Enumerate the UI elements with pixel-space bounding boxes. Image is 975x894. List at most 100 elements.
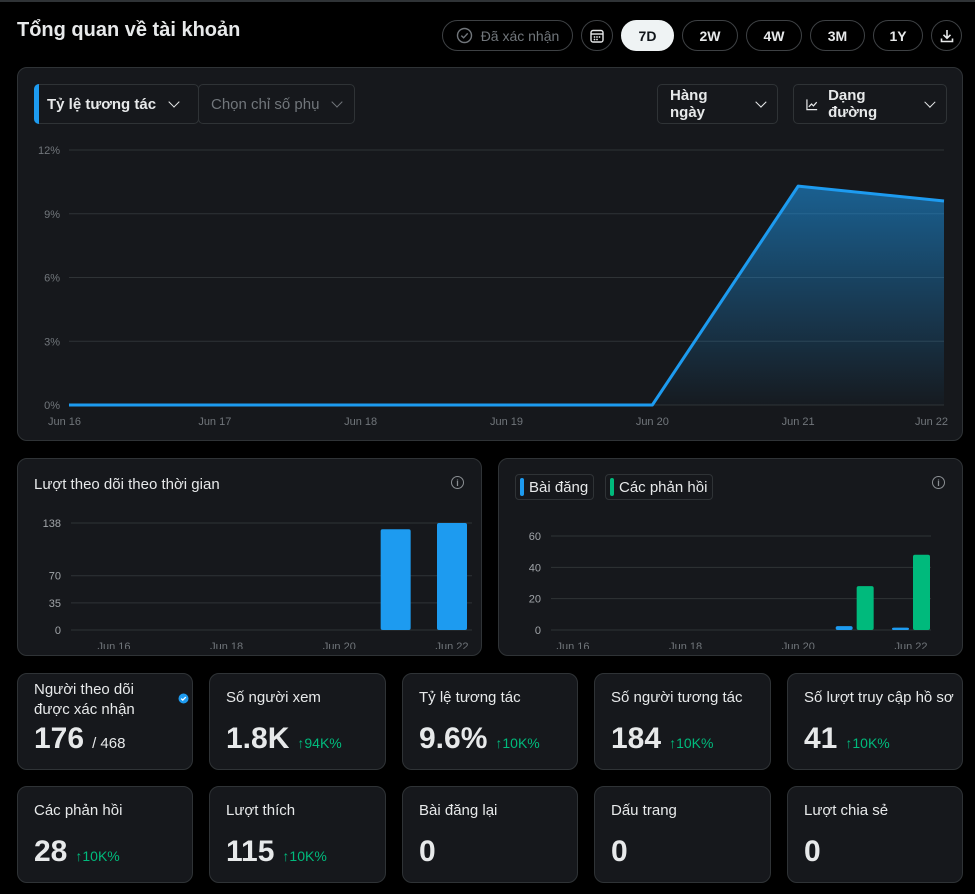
y-tick-label: 0 [535,625,541,637]
y-tick-label: 3% [44,336,60,348]
verified-filter-label: Đã xác nhận [480,27,560,44]
stat-value: 41 [804,722,838,755]
range-1y-button[interactable]: 1Y [873,20,923,51]
secondary-metric-label: Chọn chỉ số phụ [211,95,320,113]
metric-color-marker [34,84,39,124]
bar [437,523,467,630]
legend-swatch-posts [520,478,524,496]
y-tick-label: 0 [55,625,61,637]
stat-card-shares: Lượt chia sẻ 0 [787,786,963,883]
stat-change: ↑94K% [297,735,342,751]
top-divider [0,0,975,2]
stat-label: Người theo dõi được xác nhận [34,681,135,718]
stat-card-likes: Lượt thích 115 ↑10K% [209,786,386,883]
x-tick-label: Jun 20 [636,416,669,428]
verified-badge-icon [178,693,189,704]
bar [892,627,909,630]
chart-type-dropdown[interactable]: Dạng đường [793,84,947,124]
x-tick-label: Jun 16 [556,641,589,649]
calendar-button[interactable] [581,20,613,51]
info-icon[interactable]: i [451,476,464,489]
range-2w-button[interactable]: 2W [682,20,738,51]
bar [380,529,411,630]
range-4w-button[interactable]: 4W [746,20,802,51]
stat-value: 0 [611,835,628,868]
y-tick-label: 12% [38,145,60,157]
page-title: Tổng quan về tài khoản [17,19,241,41]
stat-card-verified-followers: Người theo dõi được xác nhận 176 / 468 [17,673,193,770]
y-tick-label: 0% [44,400,60,412]
stat-value-row: 41 ↑10K% [804,722,890,756]
stat-value-row: 9.6% ↑10K% [419,722,540,756]
x-tick-label: Jun 18 [210,641,243,649]
verified-filter-button[interactable]: Đã xác nhận [442,20,573,51]
stat-value-row: 176 / 468 [34,722,125,756]
stat-label: Tỷ lệ tương tác [419,689,521,706]
info-icon[interactable]: i [932,476,945,489]
stat-label: Dấu trang [611,802,677,819]
legend-posts[interactable]: Bài đăng [515,474,595,500]
y-tick-label: 20 [529,594,541,606]
bar [835,626,853,630]
stat-value: 1.8K [226,722,290,755]
y-tick-label: 35 [49,598,61,610]
stat-change: ↑10K% [75,848,120,864]
interval-label: Hàng ngày [670,87,708,121]
followers-chart-title: Lượt theo dõi theo thời gian [34,476,220,493]
range-7d-button[interactable]: 7D [621,20,674,51]
posts-replies-bar-chart: 0 20 40 60 Jun 16 Jun 18 Jun 20 Jun 22 [529,531,931,649]
stat-card-profile-visits: Số lượt truy cập hồ sơ 41 ↑10K% [787,673,963,770]
stat-sub: / 468 [92,735,126,752]
x-tick-label: Jun 16 [97,641,130,649]
engagement-chart-card: Tỷ lệ tương tác Chọn chỉ số phụ Hàng ngà… [17,67,963,441]
stat-label: Các phản hồi [34,802,123,819]
stat-value-row: 115 ↑10K% [226,835,327,869]
legend-label-replies: Các phản hồi [619,478,708,496]
bar [856,586,874,630]
x-tick-label: Jun 22 [894,641,927,649]
y-tick-label: 6% [44,273,60,285]
chevron-down-icon [168,96,180,108]
area-fill [69,186,944,405]
interval-dropdown[interactable]: Hàng ngày [657,84,778,124]
x-tick-label: Jun 20 [323,641,356,649]
stat-value: 28 [34,835,68,868]
range-3m-button[interactable]: 3M [810,20,865,51]
stat-value-row: 1.8K ↑94K% [226,722,342,756]
download-icon [940,29,953,42]
stat-label: Lượt chia sẻ [804,802,889,819]
stat-card-replies: Các phản hồi 28 ↑10K% [17,786,193,883]
y-tick-label: 9% [44,209,60,221]
x-tick-label: Jun 22 [435,641,468,649]
x-tick-label: Jun 20 [782,641,815,649]
bar [913,554,930,630]
stat-label: Số người xem [226,689,321,706]
legend-swatch-replies [610,478,614,496]
engagement-rate-chart: 0% 3% 6% 9% 12% Jun 16 Jun 17 Jun 18 Jun 19 Jun 2… [38,145,948,428]
legend-replies[interactable]: Các phản hồi [605,474,714,500]
y-tick-label: 40 [529,562,541,574]
x-tick-label: Jun 16 [48,416,81,428]
download-button[interactable] [931,20,962,51]
legend-label-posts: Bài đăng [529,478,589,496]
secondary-metric-dropdown[interactable]: Chọn chỉ số phụ [198,84,355,124]
stat-change: ↑10K% [282,848,327,864]
stat-value-row: 0 [419,835,436,869]
stat-label: Lượt thích [226,802,296,819]
chevron-down-icon [755,96,767,108]
chevron-down-icon [331,96,344,108]
stat-value: 0 [804,835,821,868]
followers-bar-chart: 0 35 70 138 Jun 16 Jun 18 Jun 20 Jun 22 [43,518,472,649]
posts-replies-chart-card: i 0 20 40 60 Jun 16 Jun 18 Jun 20 Jun 22 [498,458,963,656]
stat-value-row: 184 ↑10K% [611,722,713,756]
stat-change: ↑10K% [669,735,714,751]
line-chart-icon [806,98,818,110]
primary-metric-dropdown[interactable]: Tỷ lệ tương tác [34,84,199,124]
x-tick-label: Jun 19 [490,416,523,428]
stat-value: 9.6% [419,722,488,755]
stat-card-engaged-users: Số người tương tác 184 ↑10K% [594,673,771,770]
stat-value-row: 28 ↑10K% [34,835,120,869]
stat-change: ↑10K% [495,735,540,751]
x-tick-label: Jun 17 [198,416,231,428]
x-tick-label: Jun 22 [915,416,948,428]
